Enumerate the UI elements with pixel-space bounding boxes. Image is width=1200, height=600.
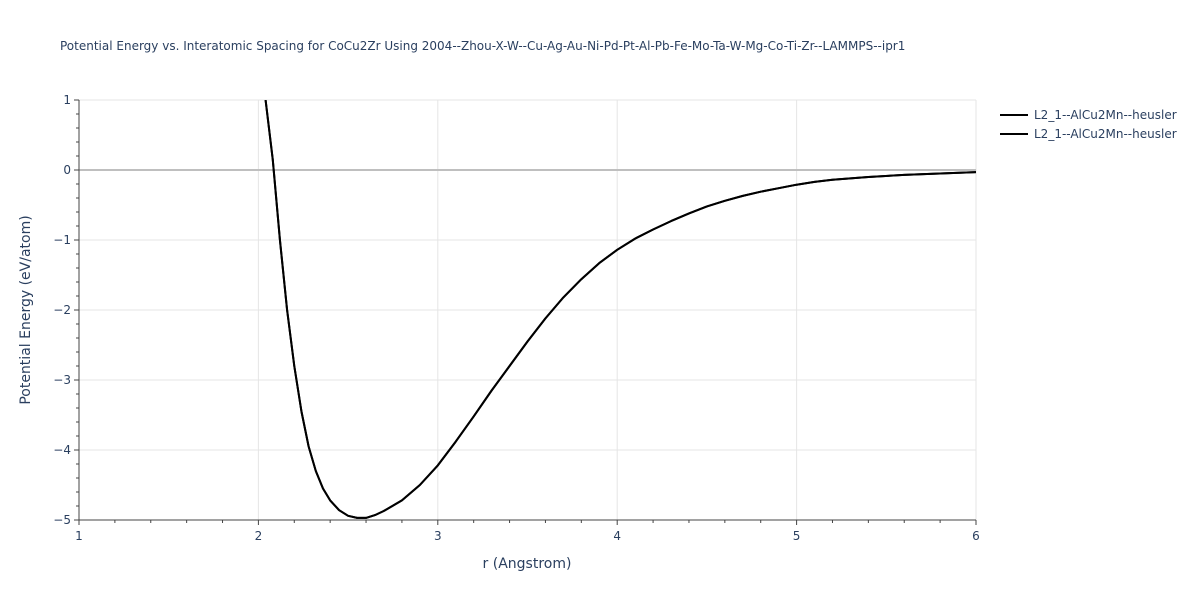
x-tick-label: 5 <box>793 529 801 543</box>
series-layer <box>264 100 976 519</box>
y-tick-label: −4 <box>53 443 71 457</box>
series-line <box>264 100 976 519</box>
y-tick-label: −3 <box>53 373 71 387</box>
y-tick-label: −2 <box>53 303 71 317</box>
x-tick-label: 6 <box>972 529 980 543</box>
legend-label: L2_1--AlCu2Mn--heusler <box>1034 108 1177 122</box>
x-tick-label: 2 <box>255 529 263 543</box>
x-tick-label: 1 <box>75 529 83 543</box>
tick-labels: 1 2 3 4 5 6 1 0 −1 −2 −3 −4 −5 <box>53 93 980 543</box>
grid <box>79 99 977 520</box>
legend: L2_1--AlCu2Mn--heusler L2_1--AlCu2Mn--heu… <box>1000 108 1177 141</box>
y-tick-label: −1 <box>53 233 71 247</box>
chart-title: Potential Energy vs. Interatomic Spacing… <box>60 39 905 53</box>
x-tick-label: 3 <box>434 529 442 543</box>
legend-label: L2_1--AlCu2Mn--heusler <box>1034 127 1177 141</box>
x-axis-title: r (Angstrom) <box>483 556 572 572</box>
series-line <box>264 100 976 519</box>
y-tick-label: −5 <box>53 513 71 527</box>
y-tick-label: 1 <box>63 93 71 107</box>
axes <box>74 99 977 525</box>
x-tick-label: 4 <box>613 529 621 543</box>
y-tick-label: 0 <box>63 163 71 177</box>
y-axis-title: Potential Energy (eV/atom) <box>18 215 34 404</box>
